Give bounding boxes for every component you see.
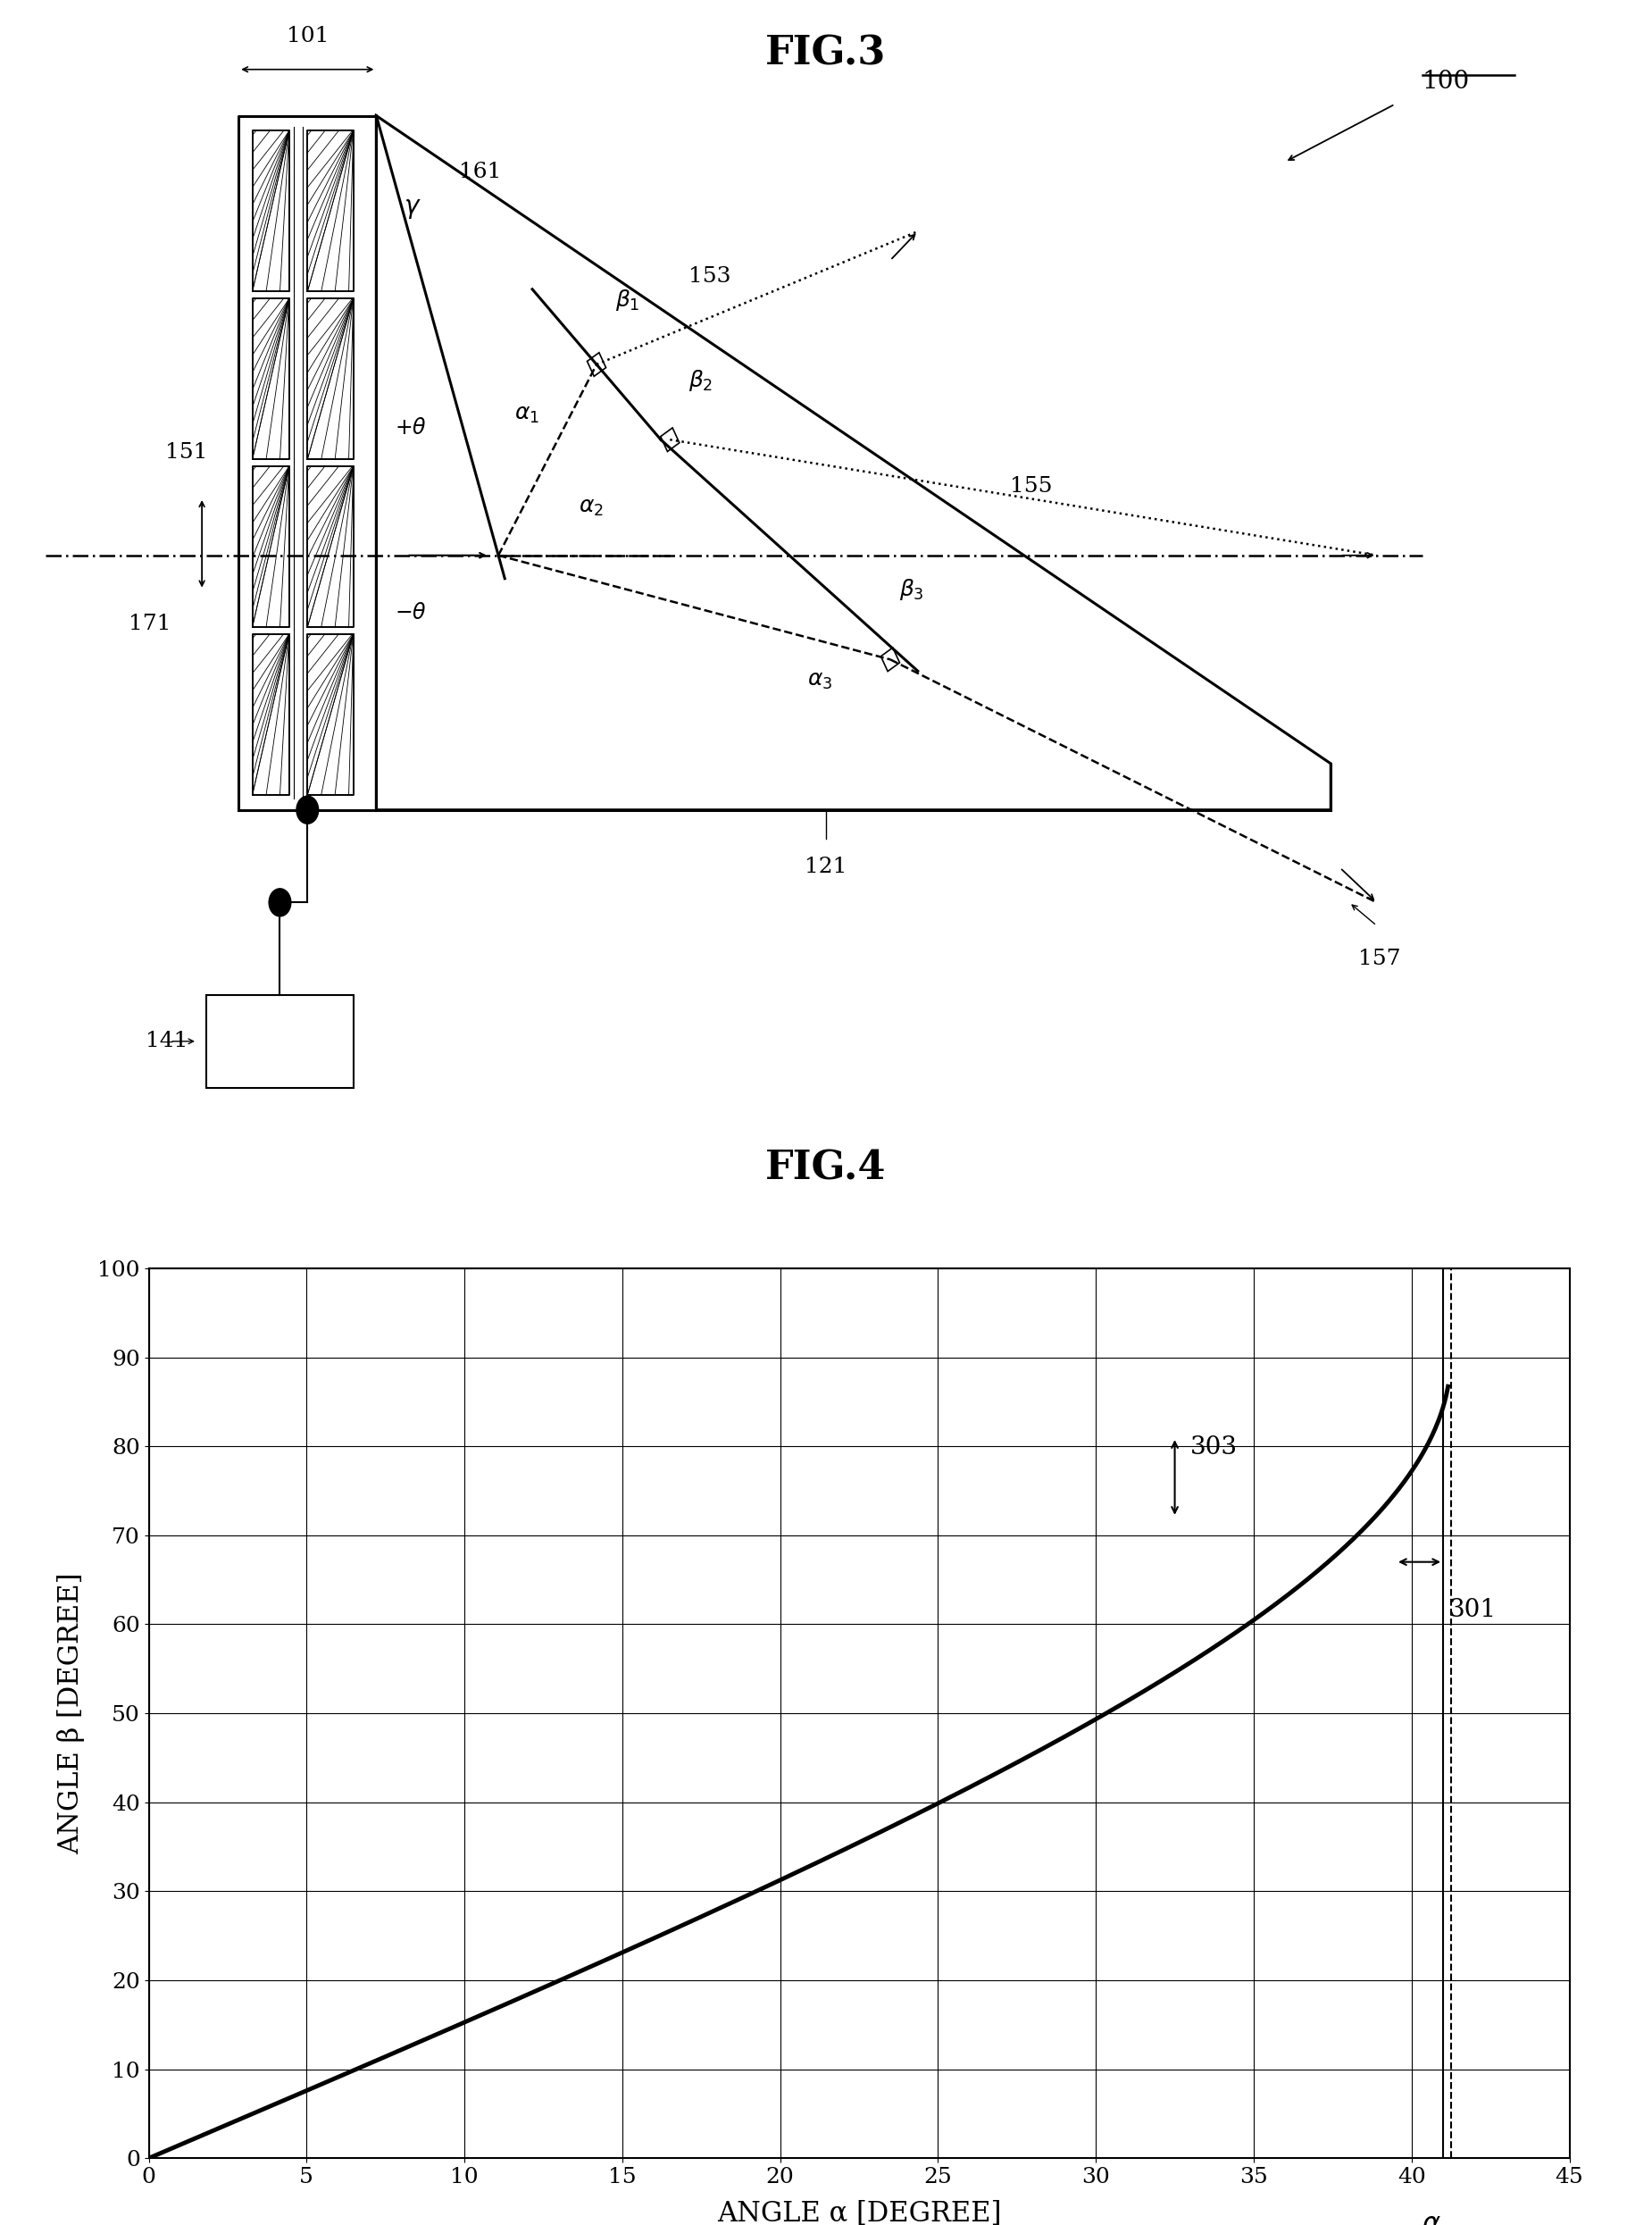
Y-axis label: ANGLE β [DEGREE]: ANGLE β [DEGREE] xyxy=(58,1573,86,1853)
Text: FIG.4: FIG.4 xyxy=(765,1148,887,1188)
Polygon shape xyxy=(377,116,1332,810)
Text: 101: 101 xyxy=(286,27,329,47)
Polygon shape xyxy=(206,995,354,1088)
Text: $\beta_1$: $\beta_1$ xyxy=(615,287,639,312)
Text: 100: 100 xyxy=(1422,69,1470,93)
Text: $+\theta$: $+\theta$ xyxy=(395,418,426,438)
Text: 151: 151 xyxy=(165,443,208,463)
Text: FIG.3: FIG.3 xyxy=(765,36,887,73)
X-axis label: ANGLE α [DEGREE]: ANGLE α [DEGREE] xyxy=(717,2201,1001,2225)
Text: $\beta_2$: $\beta_2$ xyxy=(689,369,712,394)
Text: $\gamma$: $\gamma$ xyxy=(403,196,421,220)
Text: 155: 155 xyxy=(1009,476,1052,496)
Text: 161: 161 xyxy=(459,162,501,182)
Text: $-\theta$: $-\theta$ xyxy=(395,603,426,623)
Circle shape xyxy=(296,797,319,823)
Text: 141: 141 xyxy=(145,1030,188,1052)
Text: 301: 301 xyxy=(1449,1598,1497,1622)
Text: 121: 121 xyxy=(805,857,847,877)
Text: 153: 153 xyxy=(689,267,730,287)
Text: $\alpha_a$: $\alpha_a$ xyxy=(1422,2212,1452,2225)
Text: $\alpha_1$: $\alpha_1$ xyxy=(514,405,539,425)
Text: 157: 157 xyxy=(1358,948,1401,970)
Text: 171: 171 xyxy=(129,614,170,634)
Text: $\beta_3$: $\beta_3$ xyxy=(899,576,923,601)
Text: $\alpha_3$: $\alpha_3$ xyxy=(808,672,833,692)
Text: $\alpha_2$: $\alpha_2$ xyxy=(578,498,603,518)
Circle shape xyxy=(269,888,291,917)
Text: 303: 303 xyxy=(1191,1435,1237,1460)
